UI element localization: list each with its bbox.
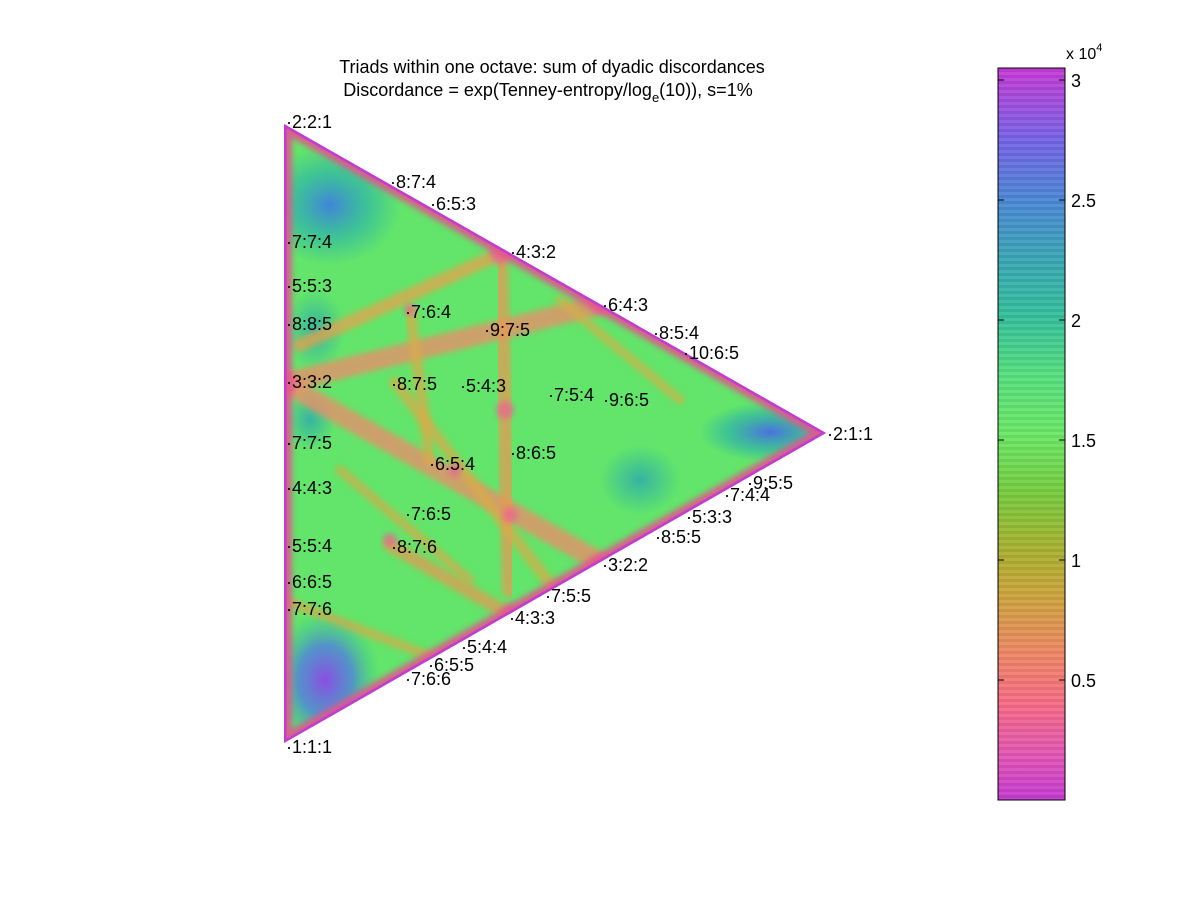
triad-label: ·6:4:3 [602,295,648,315]
triad-label: ·5:5:4 [286,536,332,556]
triad-label: ·7:4:4 [724,485,770,505]
triad-label: ·7:7:5 [286,433,332,453]
ridge-5 [383,538,517,622]
border-edge [284,124,826,743]
triad-label: ·7:6:6 [405,669,451,689]
triad-label: ·1:1:1 [286,737,332,757]
ridge-10 [284,595,445,665]
triad-label: ·5:3:3 [686,507,732,527]
spot-5 [496,401,514,419]
triad-label: ·2:2:1 [286,112,332,132]
colorbar-tick-label: 3 [1071,71,1081,91]
pocket-teal-1 [600,445,680,515]
subtitle-subscript: e [652,90,659,105]
chart-subtitle: Discordance = exp(Tenney-entropy/loge(10… [343,80,752,105]
colorbar-frame [997,67,1066,801]
triad-label: ·7:7:4 [286,232,332,252]
triad-label: ·10:6:5 [683,343,739,363]
spot-7 [502,507,518,523]
triad-label: ·4:3:2 [510,242,556,262]
colorbar-exponent-power: 4 [1096,42,1102,54]
triad-label: ·8:5:5 [655,527,701,547]
triad-label: ·7:6:4 [405,302,451,322]
triad-label: ·3:3:2 [286,372,332,392]
subtitle-after: (10)), s=1% [659,80,753,100]
triad-labels: ·2:2:1 ·8:7:4·6:5:3 ·7:7:4 ·4:3:2 ·5:5:3 ·6:4… [286,112,873,757]
triad-label: ·2:1:1 [827,424,873,444]
triad-label: ·8:5:4 [653,323,699,343]
colorbar-tick-label: 2.5 [1071,191,1096,211]
chart-title: Triads within one octave: sum of dyadic … [339,57,765,77]
colorbar-tick-label: 1.5 [1071,431,1096,451]
triad-label: ·5:4:4 [461,637,507,657]
triad-label: ·5:5:3 [286,276,332,296]
colorbar-bands [998,68,1065,800]
triad-label: ·7:7:6 [286,599,332,619]
triad-label: ·5:4:3 [460,376,506,396]
colorbar-tick-label: 0.5 [1071,671,1096,691]
triad-label: ·7:6:5 [405,504,451,524]
triad-label: ·8:6:5 [510,443,556,463]
triad-label: ·8:7:6 [391,537,437,557]
triad-label: ·3:2:2 [602,555,648,575]
triad-label: ·8:8:5 [286,314,332,334]
triad-label: ·7:5:4 [548,385,594,405]
ridge-9 [555,295,685,405]
spot-8 [383,533,397,547]
triad-label: ·6:6:5 [286,572,332,592]
ridge-2 [492,246,518,598]
triad-label: ·6:5:3 [430,194,476,214]
ridge-1 [284,373,610,572]
triad-label: ·7:5:5 [545,586,591,606]
triad-label: ·6:5:4 [429,454,475,474]
ridge-3 [293,247,507,352]
ridge-11 [335,465,475,585]
triad-label: ·6:5:5 [428,655,474,675]
subtitle-before: Discordance = exp(Tenney-entropy/log [343,80,652,100]
triad-label: ·4:4:3 [286,478,332,498]
spot-9 [404,304,416,316]
ridge-0 [284,295,610,393]
triad-label: ·8:7:5 [391,374,437,394]
colorbar-tick-label: 1 [1071,551,1081,571]
colorbar-exponent: x 104 [1066,42,1102,63]
triad-label: ·9:7:5 [484,320,530,340]
triad-label: ·9:6:5 [603,390,649,410]
colorbar: x 104 3 2.5 2 1.5 1 0.5 [997,42,1102,801]
triad-label: ·8:7:4 [390,172,436,192]
colorbar-exponent-base: x 10 [1066,46,1096,63]
ridge-7 [404,304,436,466]
triangle-heatmap [284,124,826,743]
triad-label: ·4:3:3 [509,608,555,628]
triad-label: ·9:5:5 [747,473,793,493]
spot-6 [448,463,462,477]
colorbar-tick-label: 2 [1071,311,1081,331]
